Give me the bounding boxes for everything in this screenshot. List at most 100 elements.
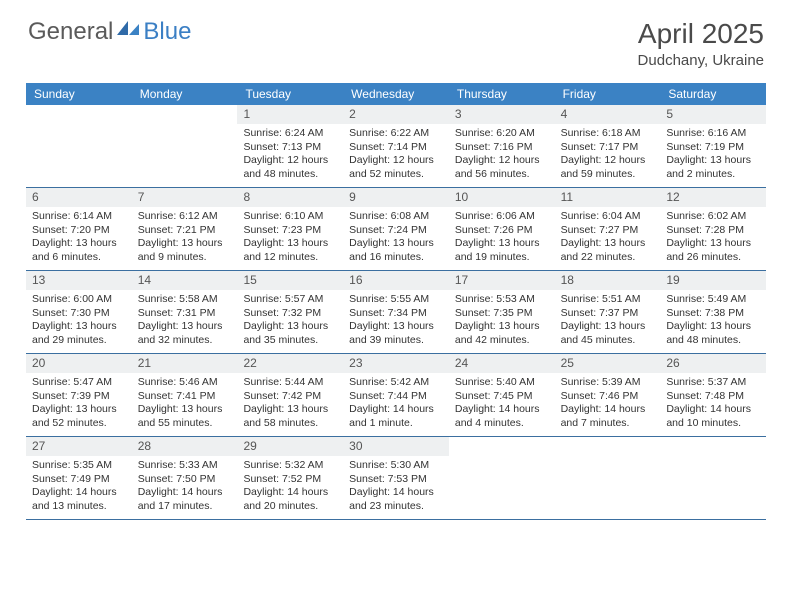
day-cell: 8Sunrise: 6:10 AMSunset: 7:23 PMDaylight… [237, 188, 343, 270]
week-row: 1Sunrise: 6:24 AMSunset: 7:13 PMDaylight… [26, 105, 766, 188]
day-body: Sunrise: 6:12 AMSunset: 7:21 PMDaylight:… [132, 207, 238, 269]
day-number: 10 [449, 188, 555, 207]
sunset-text: Sunset: 7:39 PM [32, 390, 126, 403]
daylight-text: Daylight: 12 hours and 59 minutes. [561, 154, 655, 181]
sunset-text: Sunset: 7:45 PM [455, 390, 549, 403]
sunrise-text: Sunrise: 6:14 AM [32, 210, 126, 223]
sunrise-text: Sunrise: 5:49 AM [666, 293, 760, 306]
day-number: 24 [449, 354, 555, 373]
daylight-text: Daylight: 13 hours and 19 minutes. [455, 237, 549, 264]
day-body: Sunrise: 5:35 AMSunset: 7:49 PMDaylight:… [26, 456, 132, 518]
day-body: Sunrise: 5:44 AMSunset: 7:42 PMDaylight:… [237, 373, 343, 435]
daylight-text: Daylight: 13 hours and 45 minutes. [561, 320, 655, 347]
day-cell: 4Sunrise: 6:18 AMSunset: 7:17 PMDaylight… [555, 105, 661, 187]
day-body: Sunrise: 6:00 AMSunset: 7:30 PMDaylight:… [26, 290, 132, 352]
day-number: 27 [26, 437, 132, 456]
day-body: Sunrise: 6:22 AMSunset: 7:14 PMDaylight:… [343, 124, 449, 186]
day-body: Sunrise: 5:39 AMSunset: 7:46 PMDaylight:… [555, 373, 661, 435]
daylight-text: Daylight: 13 hours and 9 minutes. [138, 237, 232, 264]
weekday-header: Saturday [660, 83, 766, 105]
day-cell: 27Sunrise: 5:35 AMSunset: 7:49 PMDayligh… [26, 437, 132, 519]
daylight-text: Daylight: 13 hours and 29 minutes. [32, 320, 126, 347]
sunrise-text: Sunrise: 5:30 AM [349, 459, 443, 472]
week-row: 6Sunrise: 6:14 AMSunset: 7:20 PMDaylight… [26, 188, 766, 271]
weekday-header-row: SundayMondayTuesdayWednesdayThursdayFrid… [26, 83, 766, 105]
day-number: 19 [660, 271, 766, 290]
day-number: 12 [660, 188, 766, 207]
daylight-text: Daylight: 14 hours and 10 minutes. [666, 403, 760, 430]
sunrise-text: Sunrise: 5:58 AM [138, 293, 232, 306]
week-row: 13Sunrise: 6:00 AMSunset: 7:30 PMDayligh… [26, 271, 766, 354]
brand-part2: Blue [143, 18, 191, 46]
day-body: Sunrise: 5:55 AMSunset: 7:34 PMDaylight:… [343, 290, 449, 352]
sunset-text: Sunset: 7:30 PM [32, 307, 126, 320]
sunset-text: Sunset: 7:44 PM [349, 390, 443, 403]
day-cell: 19Sunrise: 5:49 AMSunset: 7:38 PMDayligh… [660, 271, 766, 353]
day-body: Sunrise: 5:32 AMSunset: 7:52 PMDaylight:… [237, 456, 343, 518]
day-body: Sunrise: 6:24 AMSunset: 7:13 PMDaylight:… [237, 124, 343, 186]
daylight-text: Daylight: 13 hours and 6 minutes. [32, 237, 126, 264]
day-body: Sunrise: 5:40 AMSunset: 7:45 PMDaylight:… [449, 373, 555, 435]
day-body: Sunrise: 5:37 AMSunset: 7:48 PMDaylight:… [660, 373, 766, 435]
weeks-container: 1Sunrise: 6:24 AMSunset: 7:13 PMDaylight… [26, 105, 766, 520]
sunset-text: Sunset: 7:50 PM [138, 473, 232, 486]
sunrise-text: Sunrise: 5:53 AM [455, 293, 549, 306]
day-cell [449, 437, 555, 519]
sunset-text: Sunset: 7:34 PM [349, 307, 443, 320]
calendar: SundayMondayTuesdayWednesdayThursdayFrid… [26, 83, 766, 520]
sunrise-text: Sunrise: 5:47 AM [32, 376, 126, 389]
sunrise-text: Sunrise: 6:12 AM [138, 210, 232, 223]
sunrise-text: Sunrise: 6:16 AM [666, 127, 760, 140]
sunset-text: Sunset: 7:49 PM [32, 473, 126, 486]
day-number: 17 [449, 271, 555, 290]
day-body: Sunrise: 5:57 AMSunset: 7:32 PMDaylight:… [237, 290, 343, 352]
day-cell: 17Sunrise: 5:53 AMSunset: 7:35 PMDayligh… [449, 271, 555, 353]
daylight-text: Daylight: 14 hours and 13 minutes. [32, 486, 126, 513]
day-cell [660, 437, 766, 519]
day-cell: 23Sunrise: 5:42 AMSunset: 7:44 PMDayligh… [343, 354, 449, 436]
sunset-text: Sunset: 7:35 PM [455, 307, 549, 320]
page-header: General Blue April 2025 Dudchany, Ukrain… [0, 0, 792, 77]
day-body: Sunrise: 6:18 AMSunset: 7:17 PMDaylight:… [555, 124, 661, 186]
day-cell: 22Sunrise: 5:44 AMSunset: 7:42 PMDayligh… [237, 354, 343, 436]
daylight-text: Daylight: 13 hours and 16 minutes. [349, 237, 443, 264]
day-body: Sunrise: 5:30 AMSunset: 7:53 PMDaylight:… [343, 456, 449, 518]
daylight-text: Daylight: 12 hours and 48 minutes. [243, 154, 337, 181]
sunset-text: Sunset: 7:16 PM [455, 141, 549, 154]
sunrise-text: Sunrise: 6:22 AM [349, 127, 443, 140]
sunrise-text: Sunrise: 6:00 AM [32, 293, 126, 306]
day-cell: 9Sunrise: 6:08 AMSunset: 7:24 PMDaylight… [343, 188, 449, 270]
day-cell: 6Sunrise: 6:14 AMSunset: 7:20 PMDaylight… [26, 188, 132, 270]
day-cell: 3Sunrise: 6:20 AMSunset: 7:16 PMDaylight… [449, 105, 555, 187]
day-body: Sunrise: 5:49 AMSunset: 7:38 PMDaylight:… [660, 290, 766, 352]
day-number: 20 [26, 354, 132, 373]
day-number: 3 [449, 105, 555, 124]
day-cell: 18Sunrise: 5:51 AMSunset: 7:37 PMDayligh… [555, 271, 661, 353]
day-number: 26 [660, 354, 766, 373]
sunrise-text: Sunrise: 5:35 AM [32, 459, 126, 472]
day-body: Sunrise: 5:53 AMSunset: 7:35 PMDaylight:… [449, 290, 555, 352]
day-cell: 11Sunrise: 6:04 AMSunset: 7:27 PMDayligh… [555, 188, 661, 270]
sunrise-text: Sunrise: 5:44 AM [243, 376, 337, 389]
sunrise-text: Sunrise: 6:10 AM [243, 210, 337, 223]
sunrise-text: Sunrise: 5:57 AM [243, 293, 337, 306]
sunset-text: Sunset: 7:23 PM [243, 224, 337, 237]
day-body: Sunrise: 6:20 AMSunset: 7:16 PMDaylight:… [449, 124, 555, 186]
day-number: 7 [132, 188, 238, 207]
day-number: 28 [132, 437, 238, 456]
day-body: Sunrise: 6:02 AMSunset: 7:28 PMDaylight:… [660, 207, 766, 269]
sunset-text: Sunset: 7:28 PM [666, 224, 760, 237]
daylight-text: Daylight: 13 hours and 22 minutes. [561, 237, 655, 264]
title-block: April 2025 Dudchany, Ukraine [638, 18, 764, 69]
sunset-text: Sunset: 7:13 PM [243, 141, 337, 154]
day-cell [555, 437, 661, 519]
sunset-text: Sunset: 7:19 PM [666, 141, 760, 154]
brand-part1: General [28, 18, 113, 46]
daylight-text: Daylight: 14 hours and 23 minutes. [349, 486, 443, 513]
sunset-text: Sunset: 7:42 PM [243, 390, 337, 403]
day-cell: 14Sunrise: 5:58 AMSunset: 7:31 PMDayligh… [132, 271, 238, 353]
sunset-text: Sunset: 7:46 PM [561, 390, 655, 403]
day-cell: 15Sunrise: 5:57 AMSunset: 7:32 PMDayligh… [237, 271, 343, 353]
sunrise-text: Sunrise: 6:02 AM [666, 210, 760, 223]
weekday-header: Friday [555, 83, 661, 105]
